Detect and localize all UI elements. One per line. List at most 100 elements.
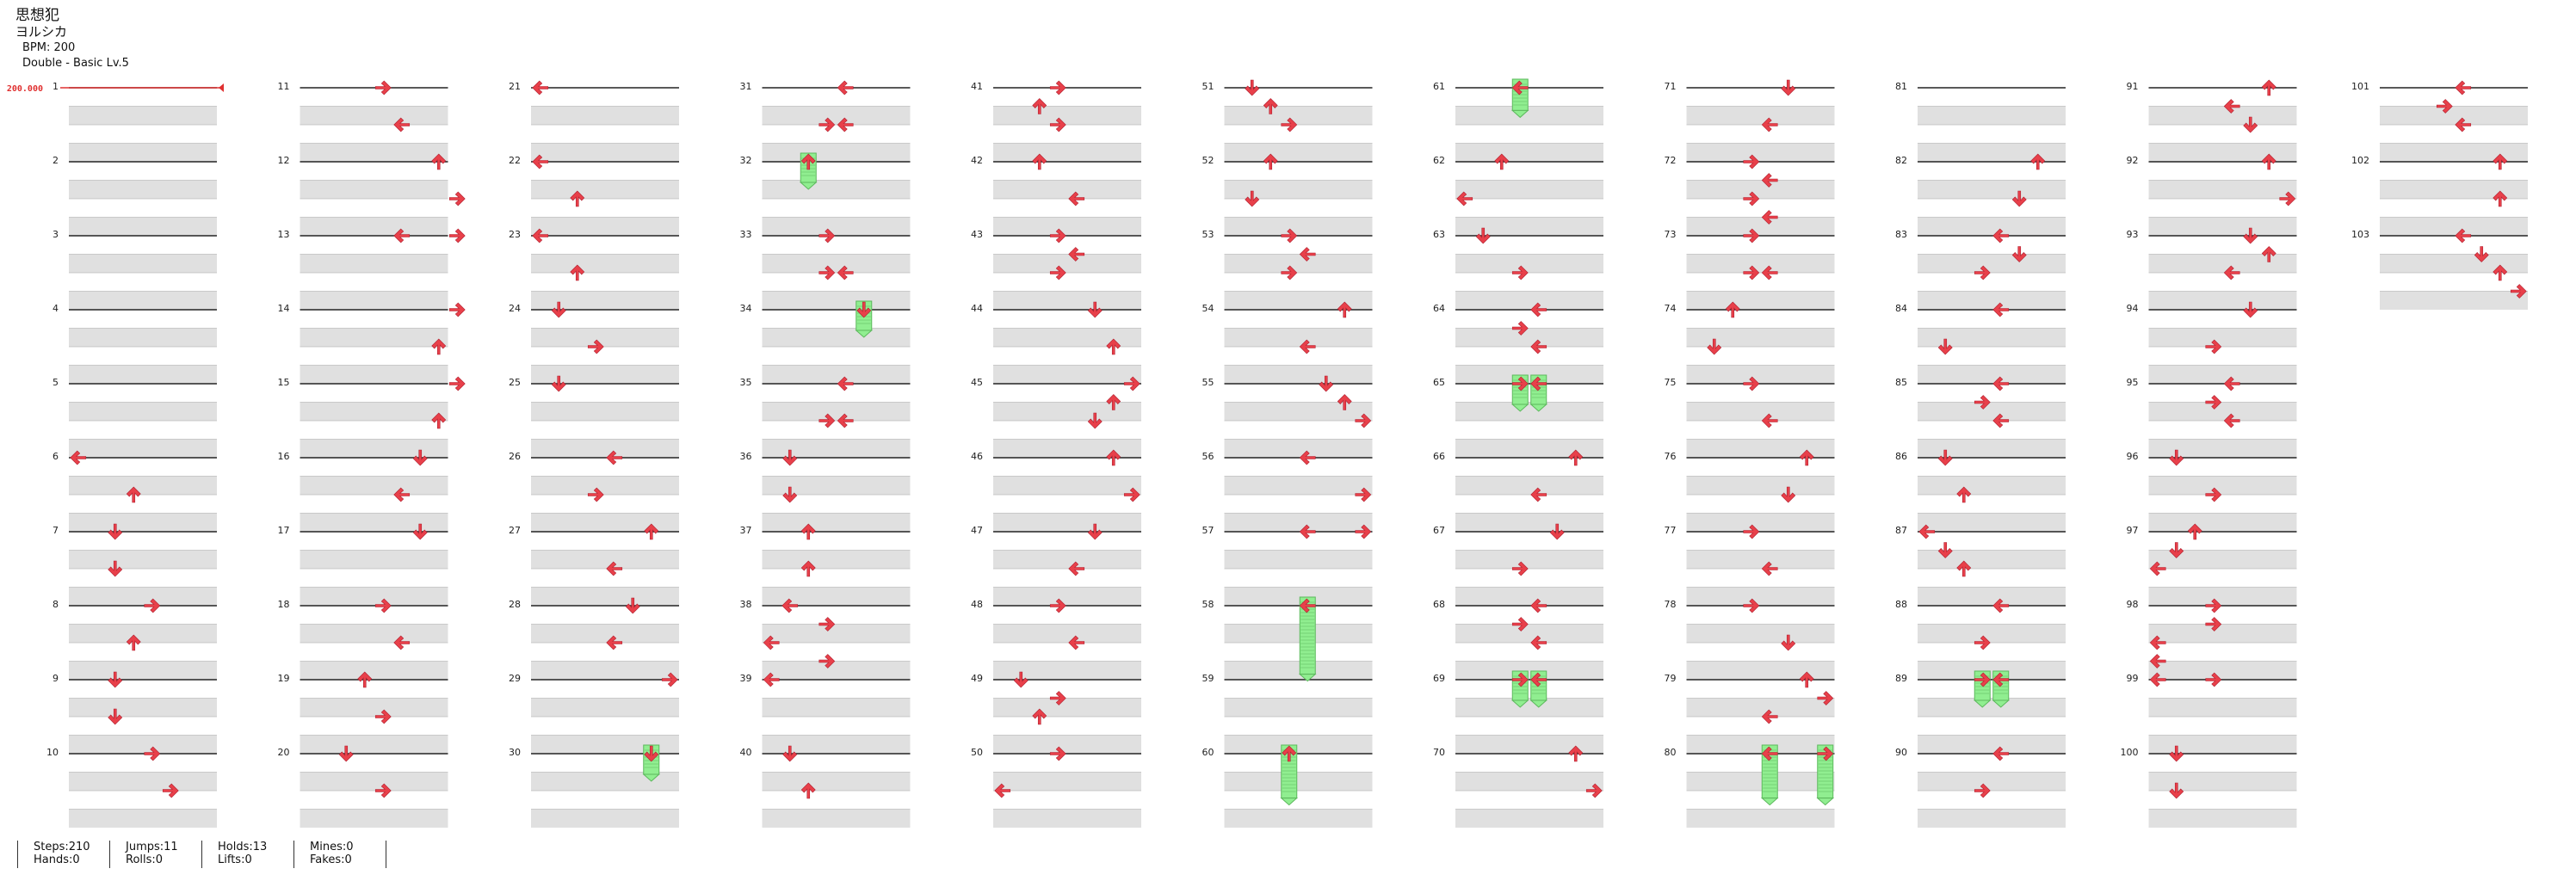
arrow-up-icon bbox=[1956, 486, 1972, 503]
measure-20: 20 bbox=[278, 747, 448, 828]
beat-band bbox=[2148, 439, 2297, 458]
measure-number: 52 bbox=[1202, 155, 1214, 166]
measure-number: 31 bbox=[740, 81, 752, 92]
measure-64: 64 bbox=[1433, 303, 1603, 384]
measure-98: 98 bbox=[2127, 599, 2297, 680]
beat-band bbox=[993, 217, 1141, 236]
measure-number: 58 bbox=[1202, 599, 1214, 610]
measure-number: 5 bbox=[53, 377, 59, 388]
arrow-shape bbox=[1530, 339, 1547, 354]
arrow-shape bbox=[819, 413, 836, 428]
measure-number: 34 bbox=[740, 303, 752, 314]
measure-35: 35 bbox=[740, 377, 911, 458]
beat-band bbox=[1224, 587, 1373, 606]
arrow-down-icon bbox=[551, 375, 566, 392]
measure-number: 11 bbox=[278, 81, 290, 92]
measure-80: 80 bbox=[1665, 747, 1835, 828]
arrow-shape bbox=[1585, 783, 1603, 798]
arrow-left-icon bbox=[2223, 265, 2240, 280]
measure-number: 43 bbox=[971, 229, 983, 240]
measure-67: 67 bbox=[1433, 525, 1603, 606]
measure-number: 7 bbox=[53, 525, 59, 536]
arrow-up-icon bbox=[1568, 449, 1584, 466]
measure-number: 102 bbox=[2351, 155, 2369, 166]
measure-number: 62 bbox=[1433, 155, 1445, 166]
arrow-right-icon bbox=[1049, 228, 1066, 243]
measure-number: 60 bbox=[1202, 747, 1214, 758]
beat-band bbox=[762, 365, 911, 384]
beat-band bbox=[993, 328, 1141, 347]
beat-band bbox=[1455, 291, 1603, 310]
arrow-shape bbox=[781, 598, 799, 613]
measure-100: 100 bbox=[2121, 747, 2297, 828]
arrow-right-icon bbox=[1974, 395, 1991, 410]
arrow-right-icon bbox=[1974, 635, 1991, 650]
beat-band bbox=[531, 217, 679, 236]
beat-band bbox=[1224, 254, 1373, 273]
arrow-right-icon bbox=[2205, 598, 2222, 613]
measure-90: 90 bbox=[1895, 747, 2066, 828]
arrow-shape bbox=[2169, 542, 2184, 558]
arrow-shape bbox=[1992, 376, 2010, 391]
measure-number: 16 bbox=[278, 451, 290, 462]
beat-band bbox=[1686, 328, 1835, 347]
measure-75: 75 bbox=[1665, 377, 1835, 458]
beat-band bbox=[1686, 254, 1835, 273]
arrow-right-icon bbox=[374, 783, 392, 798]
arrow-up-icon bbox=[431, 412, 447, 429]
arrow-shape bbox=[1337, 301, 1352, 318]
measure-number: 44 bbox=[971, 303, 983, 314]
measure-17: 17 bbox=[278, 525, 448, 606]
measure-34: 34 bbox=[740, 303, 911, 384]
measure-16: 16 bbox=[278, 451, 448, 532]
arrow-shape bbox=[606, 561, 623, 576]
beat-band bbox=[1918, 513, 2066, 532]
arrow-right-icon bbox=[1743, 191, 1760, 206]
arrow-left-icon bbox=[1299, 598, 1316, 613]
arrow-up-icon bbox=[126, 634, 141, 651]
arrow-left-icon bbox=[2455, 228, 2472, 243]
arrow-down-icon bbox=[2169, 782, 2184, 799]
beat-band bbox=[1455, 254, 1603, 273]
arrow-up-icon bbox=[1956, 560, 1972, 577]
measure-number: 17 bbox=[278, 525, 290, 536]
beat-band bbox=[1224, 772, 1373, 791]
arrow-shape bbox=[393, 117, 411, 132]
measure-89: 89 bbox=[1895, 673, 2066, 754]
beat-band bbox=[1918, 587, 2066, 606]
measure-number: 30 bbox=[509, 747, 521, 758]
beat-band bbox=[993, 809, 1141, 828]
measure-number: 93 bbox=[2127, 229, 2139, 240]
arrow-down-icon bbox=[1013, 671, 1029, 688]
arrow-down-icon bbox=[551, 301, 566, 318]
measure-number: 20 bbox=[278, 747, 290, 758]
arrow-shape bbox=[1992, 413, 2010, 428]
arrow-down-icon bbox=[782, 486, 798, 503]
beat-band bbox=[1224, 809, 1373, 828]
arrow-shape bbox=[1937, 338, 1953, 355]
beat-band bbox=[2380, 143, 2528, 162]
arrow-left-icon bbox=[994, 783, 1011, 798]
beat-band bbox=[1918, 735, 2066, 754]
beat-band bbox=[1918, 180, 2066, 199]
measure-5: 5 bbox=[53, 377, 217, 458]
measure-number: 49 bbox=[971, 673, 983, 684]
arrow-left-icon bbox=[1530, 302, 1547, 317]
arrow-right-icon bbox=[1511, 321, 1529, 336]
arrow-shape bbox=[2205, 395, 2222, 410]
beat-band bbox=[531, 180, 679, 199]
stats-column: Jumps:11 Rolls:0 bbox=[109, 841, 201, 868]
arrow-left-icon bbox=[1299, 339, 1316, 354]
beat-band bbox=[300, 402, 448, 421]
beat-band bbox=[762, 513, 911, 532]
arrow-shape bbox=[2149, 561, 2166, 576]
beat-band bbox=[993, 735, 1141, 754]
measure-number: 15 bbox=[278, 377, 290, 388]
arrow-shape bbox=[1530, 598, 1547, 613]
arrow-shape bbox=[1049, 598, 1066, 613]
arrow-up-icon bbox=[1799, 671, 1814, 688]
beat-band bbox=[762, 735, 911, 754]
arrow-down-icon bbox=[856, 301, 872, 318]
beat-band bbox=[1455, 809, 1603, 828]
arrow-shape bbox=[1299, 450, 1316, 465]
